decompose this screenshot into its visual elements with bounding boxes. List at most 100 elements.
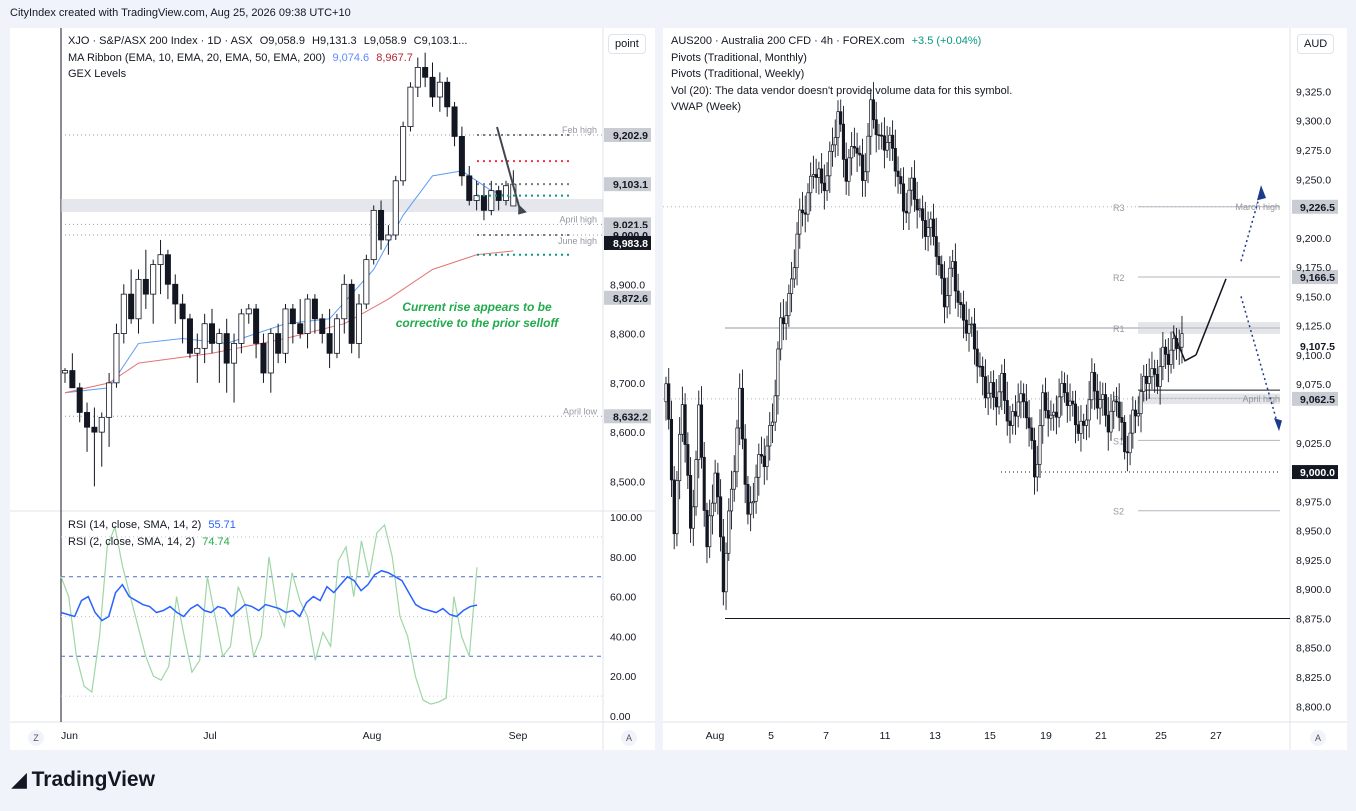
candle-body [765,445,769,468]
rally-arrow [1195,278,1227,356]
candle-body [817,168,821,178]
price-badge [604,177,651,192]
price-badge [604,290,651,305]
candle-body [803,212,807,215]
candle-body [1166,353,1170,365]
right-change: +3.5 (+0.04%) [911,35,982,47]
y-tick-label: 8,925.0 [1296,555,1331,567]
annotation-line-1: Current rise appears to be [402,300,552,314]
candle-body [738,387,742,429]
candle-body [858,152,862,156]
candle-body [326,333,333,354]
candle-body [1011,411,1015,426]
candle-body [179,303,186,320]
candle-body [1180,333,1184,348]
candle-body [128,293,135,320]
timezone-button[interactable]: Z [28,730,44,746]
candle-body [710,502,714,517]
candle-body [1150,368,1154,378]
candle-body [275,333,282,354]
candle-body [1000,372,1004,393]
price-badge-label: 8,872.6 [613,293,648,305]
candle-body [444,81,451,108]
candle-body [675,480,679,535]
candle-body [370,209,377,261]
candle-body [915,199,919,211]
candle-body [135,278,142,320]
candle-body [669,418,674,481]
tradingview-logo[interactable]: ◢ TradingView [12,768,155,792]
candle-body [164,254,171,285]
price-badge-label: 8,632.2 [613,411,648,423]
ohlc-close: C9,103.1... [413,35,468,47]
candle-body [1068,400,1072,406]
candle-body [304,298,311,334]
candle-body [934,236,938,257]
y-tick-label: 9,300.0 [1296,116,1331,128]
ohlc-open: O9,058.9 [259,35,305,47]
candle-body [1112,400,1116,412]
candle-body [713,472,717,504]
y-tick-label: 9,075.0 [1296,379,1331,391]
bearish-arrowhead [1274,418,1282,432]
left-chart-panel[interactable]: Feb high April high June high April low 9,2… [10,28,655,750]
candle-body [847,157,851,182]
pivot-label: R1 [1113,324,1125,334]
candle-body [891,134,895,149]
right-auto-scale-button[interactable]: A [1310,730,1326,746]
candle-body [751,501,755,504]
price-badge [604,127,651,142]
rsi-tick-label: 60.00 [610,592,636,604]
candle-body [877,134,881,137]
candle-body [702,456,706,511]
currency-scale-button[interactable]: AUD [1297,34,1335,54]
y-tick-label: 8,800.0 [1296,701,1331,713]
left-chart-canvas[interactable]: Feb high April high June high April low 9,2… [10,28,655,750]
ma-ribbon-label: MA Ribbon (EMA, 10, EMA, 20, EMA, 50, EM… [68,51,326,64]
candle-body [729,488,734,512]
candle-body [1131,409,1135,434]
candle-body [1172,338,1176,351]
candle-body [918,208,922,211]
rsi2-label: RSI (2, close, SMA, 14, 2) [68,535,196,548]
candle-body [833,137,837,146]
candle-body [970,323,974,326]
scale-unit-button[interactable]: point [608,34,646,54]
candle-body [311,298,318,320]
y-tick-label: 9,150.0 [1296,291,1331,303]
candle-body [683,404,687,445]
auto-scale-button[interactable]: A [621,730,637,746]
annotation-line-2: corrective to the prior selloff [396,316,559,330]
candle-body [1057,396,1061,418]
candle-body [488,190,495,211]
level-note: April high [1242,394,1280,404]
candle-body [749,502,753,515]
rsi-tick-label: 20.00 [610,671,636,683]
x-tick-label: 13 [929,730,941,742]
candle-body [790,278,794,294]
candle-body [1164,346,1168,355]
candle-body [1019,393,1023,403]
candle-body [194,347,201,354]
candle-body [1052,411,1056,416]
candle-body [1155,374,1159,387]
candle-body [1106,414,1110,433]
candle-body [874,119,878,136]
candle-body [836,111,840,138]
candle-body [800,209,805,214]
candle-body [451,106,458,137]
candle-body [912,177,916,200]
candle-body [1090,372,1094,401]
logo-icon: ◢ [12,770,27,791]
candle-body [1027,417,1031,429]
price-badge-label: 9,107.5 [1300,341,1335,353]
candle-body [1158,366,1162,387]
pivot-label: R2 [1113,273,1125,283]
y-tick-label: 8,600.0 [610,427,645,439]
candle-body [392,180,399,236]
price-badge-label: 9,226.5 [1300,202,1335,214]
candle-body [855,147,859,154]
candle-body [1005,400,1009,422]
